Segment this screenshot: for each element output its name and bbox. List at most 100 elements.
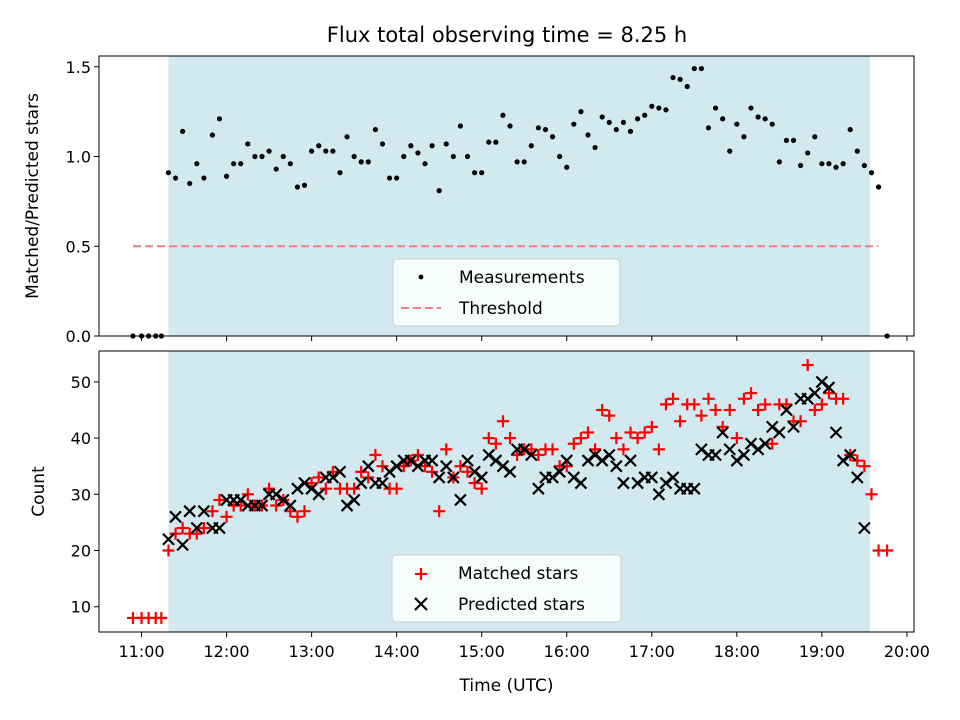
measurement-point xyxy=(875,184,882,190)
matched-star-point xyxy=(176,522,189,535)
predicted-star-point xyxy=(425,454,439,467)
predicted-star-point xyxy=(532,482,545,495)
matched-star-point xyxy=(326,465,339,478)
predicted-star-point xyxy=(723,443,737,456)
matched-star-point xyxy=(291,510,304,523)
measurement-point xyxy=(457,123,464,129)
matched-star-point xyxy=(881,544,894,557)
measurement-point xyxy=(741,134,747,140)
measurement-point xyxy=(187,180,193,187)
matched-star-point xyxy=(667,392,680,405)
matched-star-point xyxy=(624,426,637,439)
measurement-point xyxy=(627,128,634,134)
measurement-point xyxy=(833,164,839,170)
count-y-tick-label: 20 xyxy=(71,542,91,561)
predicted-star-point xyxy=(447,471,460,484)
predicted-star-point xyxy=(808,386,822,400)
matched-star-point xyxy=(390,482,403,495)
matched-star-point xyxy=(454,460,467,473)
measurement-point xyxy=(578,109,584,115)
measurement-point xyxy=(245,141,251,147)
measurement-point xyxy=(472,170,478,176)
measurement-point xyxy=(521,159,527,165)
time-x-tick-label: 15:00 xyxy=(459,642,505,661)
ratio-legend-box xyxy=(392,258,621,327)
predicted-star-point xyxy=(461,454,474,467)
time-x-tick-label: 18:00 xyxy=(714,642,760,661)
measurement-point xyxy=(798,162,804,169)
measurement-point xyxy=(252,153,258,160)
matched-star-point xyxy=(440,443,453,456)
predicted-star-point xyxy=(503,465,517,479)
matched-star-point xyxy=(426,465,439,478)
matched-star-point xyxy=(709,404,722,417)
predicted-star-point xyxy=(773,426,786,439)
measurement-point xyxy=(514,159,520,165)
measurement-point xyxy=(712,105,719,111)
matched-star-point xyxy=(652,443,665,456)
measurement-point xyxy=(280,153,286,160)
measurement-point xyxy=(599,114,605,120)
matched-star-point xyxy=(525,443,538,456)
count-y-axis: 10 20 30 40 50 xyxy=(71,373,99,617)
measurement-point xyxy=(216,116,223,122)
measurement-point xyxy=(231,161,237,167)
measurement-point xyxy=(372,126,378,133)
predicted-star-point xyxy=(829,426,843,439)
ratio-y-axis: 0.0 0.5 1.0 1.5 xyxy=(66,58,908,346)
predicted-star-point xyxy=(602,448,616,462)
measurement-point xyxy=(309,148,315,154)
measurement-point xyxy=(165,170,172,176)
matched-star-point xyxy=(162,544,175,557)
measurement-point xyxy=(812,134,818,140)
measurement-point xyxy=(493,139,499,145)
matched-star-point xyxy=(617,443,630,456)
matched-legend-marker xyxy=(415,568,427,580)
matched-star-point xyxy=(737,392,750,405)
measurement-point xyxy=(386,175,393,181)
measurement-point xyxy=(571,121,577,127)
predicted-star-point xyxy=(858,521,871,535)
matched-star-point xyxy=(433,505,446,518)
matched-star-point xyxy=(759,398,772,411)
predicted-star-point xyxy=(284,499,297,512)
measurement-point xyxy=(635,116,641,122)
measurement-point xyxy=(535,125,541,131)
time-x-tick-label: 13:00 xyxy=(289,642,335,661)
predicted-star-point xyxy=(560,454,574,467)
measurement-point xyxy=(344,134,350,140)
count-panel-frame xyxy=(98,350,915,633)
measurement-point xyxy=(507,123,513,129)
matched-star-point xyxy=(197,522,210,535)
matched-star-point xyxy=(865,488,878,501)
measurement-point xyxy=(684,83,690,90)
predicted-star-point xyxy=(610,459,623,473)
predicted-star-point xyxy=(432,471,446,484)
matched-star-point xyxy=(858,460,871,473)
matched-star-point xyxy=(284,505,297,518)
measurement-point xyxy=(670,74,676,81)
ratio-panel: 0.0 0.5 1.0 1.5 Matched/Predicted stars Mea… xyxy=(23,55,915,346)
predicted-star-point xyxy=(624,454,637,467)
predicted-legend-marker xyxy=(414,597,428,611)
predicted-star-point xyxy=(333,465,347,479)
predicted-star-point xyxy=(716,426,729,439)
predicted-star-point xyxy=(312,488,325,501)
measurement-point xyxy=(649,103,655,109)
measurement-point xyxy=(790,137,797,143)
matched-star-point xyxy=(659,398,672,411)
predicted-star-point xyxy=(354,476,368,490)
measurement-point xyxy=(620,119,627,126)
measurement-point xyxy=(351,153,357,160)
matched-star-point xyxy=(723,404,736,417)
matched-star-point xyxy=(270,499,283,512)
matched-star-point xyxy=(610,432,623,445)
measurement-point xyxy=(557,153,563,160)
predicted-star-point xyxy=(162,532,175,546)
measurement-point xyxy=(606,119,612,126)
measurement-point xyxy=(486,139,492,145)
matched-star-point xyxy=(546,443,559,456)
measurement-point xyxy=(585,132,591,138)
measurement-point xyxy=(365,159,371,165)
matched-star-point xyxy=(305,477,318,490)
